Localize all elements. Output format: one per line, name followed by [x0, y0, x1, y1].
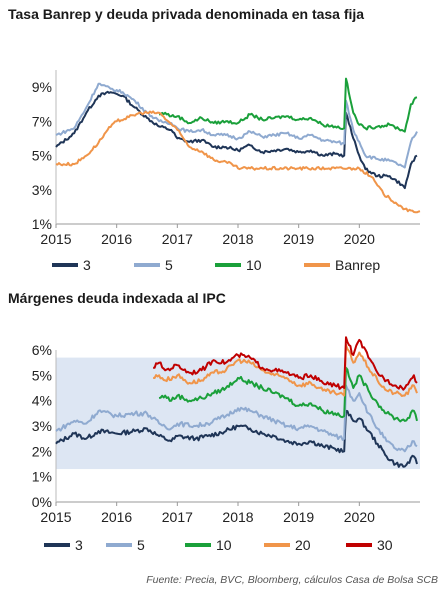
- x-tick-label: 2015: [40, 509, 71, 525]
- source-note: Fuente: Precia, BVC, Bloomberg, cálculos…: [146, 574, 438, 586]
- series-line-5: [55, 82, 418, 169]
- series-line-10: [158, 366, 418, 423]
- y-tick-label: 1%: [32, 216, 52, 232]
- x-tick-label: 2020: [344, 231, 375, 247]
- legend-label-5: 5: [165, 257, 173, 273]
- series-line-Banrep: [55, 110, 421, 214]
- legend-label-3: 3: [75, 537, 83, 553]
- x-tick-label: 2019: [283, 509, 314, 525]
- y-tick-label: 3%: [32, 182, 52, 198]
- chart2-title: Márgenes deuda indexada al IPC: [8, 290, 226, 306]
- legend-label-5: 5: [137, 537, 145, 553]
- x-tick-label: 2019: [283, 231, 314, 247]
- y-tick-label: 5%: [32, 367, 52, 383]
- y-tick-label: 6%: [32, 342, 52, 358]
- x-tick-label: 2017: [162, 509, 193, 525]
- x-tick-label: 2017: [162, 231, 193, 247]
- x-tick-label: 2016: [101, 509, 132, 525]
- series-line-20: [153, 343, 418, 397]
- series-line-3: [55, 90, 418, 190]
- legend-label-10: 10: [246, 257, 262, 273]
- legend-label-20: 20: [295, 537, 311, 553]
- x-tick-label: 2016: [101, 231, 132, 247]
- y-tick-label: 2%: [32, 443, 52, 459]
- chart1-plot: 1% 3% 5% 7% 9% 2015 2016 2017 2018 2019 2020 3 5 10 Ba…: [32, 70, 421, 273]
- y-tick-label: 3%: [32, 418, 52, 434]
- y-tick-label: 5%: [32, 148, 52, 164]
- legend-label-3: 3: [83, 257, 91, 273]
- legend-label-30: 30: [377, 537, 393, 553]
- series-line-30: [153, 336, 418, 391]
- x-tick-label: 2020: [344, 509, 375, 525]
- series-line-3: [55, 409, 418, 468]
- series-line-10: [158, 77, 418, 133]
- series-line-5: [55, 384, 418, 453]
- y-tick-label: 4%: [32, 393, 52, 409]
- x-tick-label: 2015: [40, 231, 71, 247]
- y-tick-label: 9%: [32, 79, 52, 95]
- legend-label-10: 10: [216, 537, 232, 553]
- y-tick-label: 0%: [32, 494, 52, 510]
- y-tick-label: 7%: [32, 113, 52, 129]
- x-tick-label: 2018: [222, 231, 253, 247]
- x-tick-label: 2018: [222, 509, 253, 525]
- y-tick-label: 1%: [32, 469, 52, 485]
- legend-label-Banrep: Banrep: [335, 257, 380, 273]
- chart1-title: Tasa Banrep y deuda privada denominada e…: [8, 6, 365, 22]
